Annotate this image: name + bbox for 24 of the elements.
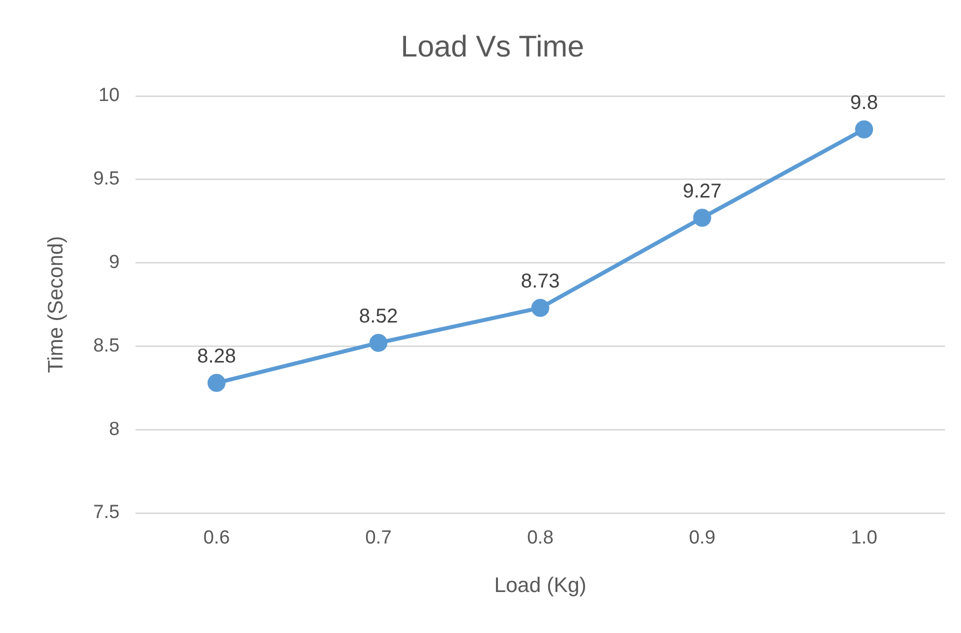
x-axis-title: Load (Kg): [494, 574, 586, 598]
x-tick-label: 0.6: [203, 528, 230, 549]
y-tick-label: 10: [98, 85, 120, 106]
x-tick-label: 0.7: [365, 528, 392, 549]
y-axis-title: Time (Second): [44, 236, 68, 373]
point: [369, 334, 388, 352]
data-label: 8.52: [358, 305, 398, 328]
x-tick-label: 0.8: [527, 528, 554, 549]
point: [693, 208, 712, 227]
y-tick-label: 9: [109, 252, 120, 274]
data-label: 8.28: [197, 345, 236, 368]
chart-title: Load Vs Time: [400, 30, 584, 64]
y-tick-label: 7.5: [93, 502, 120, 524]
point: [531, 298, 550, 317]
y-tick-label: 9.5: [93, 168, 120, 190]
x-tick-label: 0.9: [688, 528, 716, 549]
y-tick-label: 8.5: [93, 335, 120, 356]
x-tick-label: 1.0: [850, 528, 878, 549]
data-label: 9.8: [850, 92, 878, 114]
point: [208, 374, 226, 392]
data-label: 9.27: [682, 180, 722, 202]
data-label: 8.73: [520, 270, 560, 292]
y-tick-label: 8: [109, 418, 120, 440]
point: [855, 120, 874, 138]
